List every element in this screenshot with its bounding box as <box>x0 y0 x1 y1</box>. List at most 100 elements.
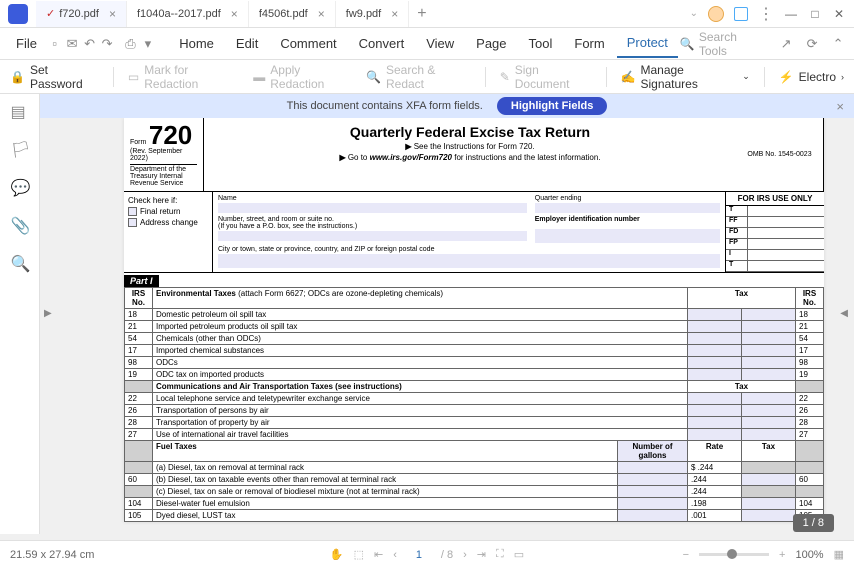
select-tool-icon[interactable]: ⬚ <box>354 548 364 561</box>
minimize-button[interactable]: — <box>784 7 798 21</box>
mark-redaction-button[interactable]: ▭ Mark for Redaction <box>128 63 239 91</box>
search-redact-button[interactable]: 🔍 Search & Redact <box>366 63 471 91</box>
manage-signatures-button[interactable]: ✍ Manage Signatures ⌄ <box>621 63 750 91</box>
tab-f720[interactable]: ✓ f720.pdf × <box>36 1 127 27</box>
mail-icon[interactable]: ✉ <box>64 36 79 52</box>
address-change-checkbox[interactable] <box>128 218 137 227</box>
redo-icon[interactable]: ↷ <box>99 36 114 52</box>
close-icon[interactable]: × <box>231 7 238 21</box>
xfa-banner: This document contains XFA form fields. … <box>40 94 854 118</box>
page-total: / 8 <box>441 549 453 561</box>
fit-page-icon[interactable]: ▦ <box>834 548 844 561</box>
tax-table: IRS No.Environmental Taxes (attach Form … <box>124 287 824 522</box>
hand-tool-icon[interactable]: ✋ <box>330 548 344 561</box>
quarter-field[interactable] <box>535 203 720 213</box>
titlebar: ✓ f720.pdf × f1040a--2017.pdf × f4506t.p… <box>0 0 854 28</box>
menu-tool[interactable]: Tool <box>519 30 563 57</box>
menu-convert[interactable]: Convert <box>349 30 415 57</box>
chevron-right-icon: › <box>841 72 844 82</box>
sync-icon[interactable]: ⟳ <box>804 36 820 52</box>
page-input[interactable] <box>407 549 431 561</box>
signature-icon: ✍ <box>621 70 636 84</box>
last-page-button[interactable]: ⇥ <box>477 548 486 561</box>
expand-left-icon[interactable]: ▶ <box>44 308 52 319</box>
electronic-icon: ⚡ <box>779 70 794 84</box>
address-field[interactable] <box>218 231 527 241</box>
tab-label: f4506t.pdf <box>259 8 308 20</box>
electronic-button[interactable]: ⚡ Electro › <box>779 70 844 84</box>
print-icon[interactable]: ⎙ <box>123 36 138 52</box>
close-icon[interactable]: × <box>109 7 116 21</box>
set-password-button[interactable]: 🔒 Set Password <box>10 63 99 91</box>
tab-label: f1040a--2017.pdf <box>137 8 221 20</box>
app-icon[interactable] <box>8 4 28 24</box>
menu-comment[interactable]: Comment <box>270 30 346 57</box>
close-button[interactable]: ✕ <box>832 7 846 21</box>
name-field[interactable] <box>218 203 527 213</box>
zoom-out-button[interactable]: − <box>683 549 689 561</box>
protect-toolbar: 🔒 Set Password ▭ Mark for Redaction ▬ Ap… <box>0 60 854 94</box>
highlight-fields-button[interactable]: Highlight Fields <box>497 97 608 115</box>
sign-document-button[interactable]: ✎ Sign Document <box>500 63 592 91</box>
final-return-checkbox[interactable] <box>128 207 137 216</box>
menubar: File ▫ ✉ ↶ ↷ ⎙ ▾ Home Edit Comment Conve… <box>0 28 854 60</box>
banner-close-icon[interactable]: × <box>836 99 844 114</box>
new-tab-button[interactable]: + <box>409 5 434 23</box>
menu-page[interactable]: Page <box>466 30 516 57</box>
page-indicator: 1 / 8 <box>793 514 834 532</box>
apply-icon: ▬ <box>253 70 265 84</box>
search-tools[interactable]: 🔍 Search Tools <box>680 30 764 58</box>
tab-label: fw9.pdf <box>346 8 381 20</box>
thumbnail-icon[interactable]: ▤ <box>11 102 29 120</box>
expand-right-icon[interactable]: ◀ <box>840 308 848 319</box>
attachment-icon[interactable]: 📎 <box>11 216 29 234</box>
tab-pdf-icon: ✓ <box>46 7 55 20</box>
pdf-page: Form 720 (Rev. September 2022) Departmen… <box>124 118 824 522</box>
dropdown-icon[interactable]: ▾ <box>140 36 155 52</box>
menu-home[interactable]: Home <box>169 30 224 57</box>
zoom-slider[interactable] <box>699 553 769 556</box>
tab-f1040a[interactable]: f1040a--2017.pdf × <box>127 1 249 27</box>
zoom-value: 100% <box>795 549 823 561</box>
document-area: ▶ ◀ Form 720 (Rev. September 2022) Depar… <box>40 118 854 540</box>
open-external-icon[interactable]: ↗ <box>778 36 794 52</box>
city-field[interactable] <box>218 254 720 268</box>
lock-icon: 🔒 <box>10 70 25 84</box>
file-menu[interactable]: File <box>8 32 45 55</box>
tab-label: f720.pdf <box>59 8 99 20</box>
fit-icon[interactable]: ⛶ <box>496 548 504 561</box>
zoom-in-button[interactable]: + <box>779 549 785 561</box>
next-page-button[interactable]: › <box>463 549 467 561</box>
menu-form[interactable]: Form <box>564 30 614 57</box>
search-panel-icon[interactable]: 🔍 <box>11 254 29 272</box>
undo-icon[interactable]: ↶ <box>82 36 97 52</box>
chevron-down-icon[interactable]: ⌄ <box>690 8 698 19</box>
close-icon[interactable]: × <box>391 7 398 21</box>
share-icon[interactable] <box>734 7 748 21</box>
tab-fw9[interactable]: fw9.pdf × <box>336 1 409 27</box>
statusbar: 21.59 x 27.94 cm ✋ ⬚ ⇤ ‹ / 8 › ⇥ ⛶ ▭ − +… <box>0 540 854 568</box>
menu-edit[interactable]: Edit <box>226 30 268 57</box>
tab-f4506t[interactable]: f4506t.pdf × <box>249 1 336 27</box>
left-toolbar: ▤ 🏳 💬 📎 🔍 <box>0 94 40 534</box>
search-redact-icon: 🔍 <box>366 70 381 84</box>
menu-protect[interactable]: Protect <box>617 29 678 58</box>
search-icon: 🔍 <box>680 37 695 51</box>
comment-icon[interactable]: 💬 <box>11 178 29 196</box>
chevron-down-icon: ⌄ <box>742 71 750 82</box>
apply-redaction-button[interactable]: ▬ Apply Redaction <box>253 63 352 91</box>
menu-view[interactable]: View <box>416 30 464 57</box>
maximize-button[interactable]: □ <box>808 7 822 21</box>
bookmark-icon[interactable]: 🏳 <box>11 140 29 158</box>
redact-icon: ▭ <box>128 70 139 84</box>
user-badge[interactable] <box>708 6 724 22</box>
prev-page-button[interactable]: ‹ <box>393 549 397 561</box>
layout-icon[interactable]: ▭ <box>514 548 524 561</box>
first-page-button[interactable]: ⇤ <box>374 548 383 561</box>
save-icon[interactable]: ▫ <box>47 36 62 52</box>
page-dimensions: 21.59 x 27.94 cm <box>10 549 94 561</box>
collapse-icon[interactable]: ⌃ <box>830 36 846 52</box>
more-icon[interactable]: ⋮ <box>758 4 774 24</box>
ein-field[interactable] <box>535 229 720 243</box>
close-icon[interactable]: × <box>318 7 325 21</box>
